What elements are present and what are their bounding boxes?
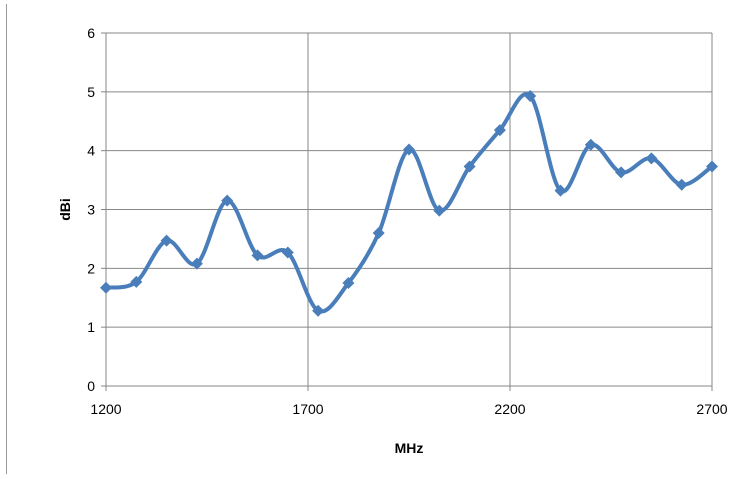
y-tick-label: 3 (87, 202, 95, 218)
tick-labels: 0 1 2 3 4 5 6 1200 1700 2200 2700 (87, 25, 728, 417)
data-point (100, 281, 112, 294)
series-markers (100, 89, 718, 317)
y-tick-label: 2 (87, 260, 95, 276)
data-point (130, 275, 143, 288)
axes (101, 32, 713, 391)
series-line (104, 92, 714, 314)
data-point (190, 257, 203, 270)
x-tick-label: 1700 (292, 401, 323, 417)
data-point (372, 227, 385, 240)
y-axis-title: dBi (57, 198, 73, 221)
data-point (493, 124, 506, 137)
data-point (615, 166, 628, 179)
data-point (251, 249, 264, 262)
data-point (463, 160, 476, 173)
y-tick-label: 6 (87, 25, 95, 41)
x-axis-title: MHz (395, 440, 424, 456)
data-point (706, 160, 718, 173)
data-point (160, 234, 173, 247)
data-point (433, 204, 446, 217)
y-tick-label: 1 (87, 319, 95, 335)
data-point (281, 246, 294, 259)
data-point (554, 184, 567, 197)
data-point (584, 138, 597, 151)
data-point (645, 152, 658, 165)
data-point (342, 277, 355, 290)
y-tick-label: 0 (87, 378, 95, 394)
data-point (675, 178, 688, 191)
data-point (221, 194, 234, 207)
y-tick-label: 4 (87, 143, 95, 159)
gridlines (106, 32, 713, 386)
x-tick-label: 1200 (90, 401, 121, 417)
data-point (403, 143, 415, 156)
x-tick-label: 2200 (494, 401, 525, 417)
y-tick-label: 5 (87, 84, 95, 100)
x-tick-label: 2700 (696, 401, 727, 417)
data-point (312, 304, 325, 317)
chart-frame (6, 4, 747, 474)
data-point (524, 89, 537, 102)
